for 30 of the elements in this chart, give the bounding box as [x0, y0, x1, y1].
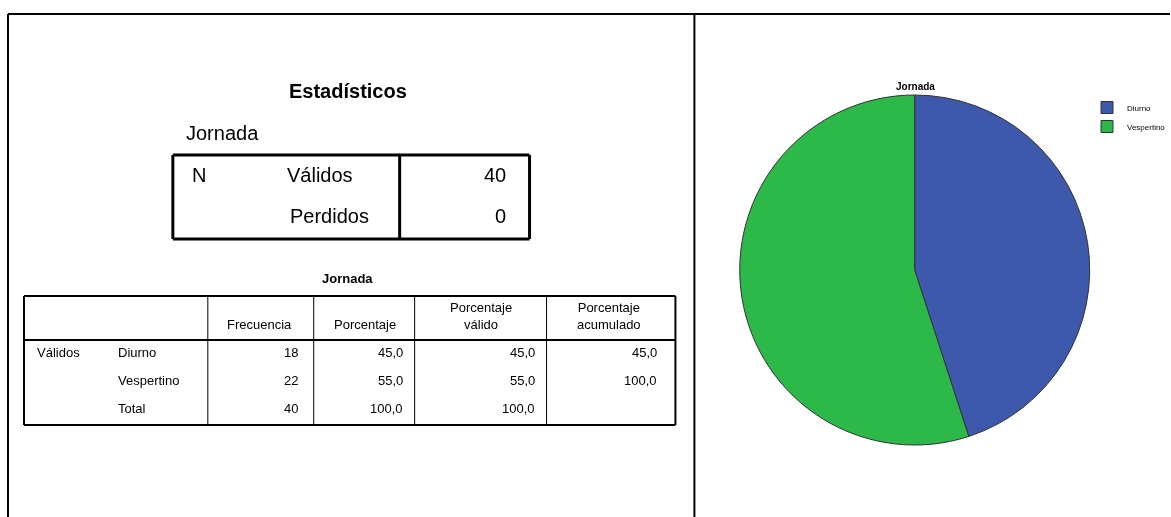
text: 22: [284, 373, 299, 388]
text: Estadísticos: [289, 80, 407, 102]
text: Porcentaje: [334, 317, 397, 332]
text: 55,0: [510, 373, 536, 388]
text: Diurno: [118, 345, 157, 360]
text: 100,0: [370, 401, 403, 416]
text: 100,0: [624, 373, 657, 388]
text: 18: [284, 345, 299, 360]
text: 45,0: [510, 345, 536, 360]
text: Porcentaje válido: [450, 300, 513, 332]
text: 55,0: [378, 373, 404, 388]
text: Válidos: [37, 345, 81, 360]
chart-title: Jornada: [896, 81, 936, 92]
text: Jornada: [322, 271, 374, 286]
text: Porcentaje acumulado: [577, 300, 641, 332]
text: 45,0: [632, 345, 658, 360]
text: Válidos: [287, 164, 353, 186]
text: 40: [484, 164, 507, 186]
text: Total: [118, 401, 146, 416]
legend-label: Vespertino: [1127, 122, 1166, 132]
text: Frecuencia: [227, 317, 293, 332]
text: 0: [495, 205, 507, 227]
text: 100,0: [502, 401, 535, 416]
legend-label: Diurno: [1127, 103, 1152, 113]
text: N: [192, 164, 207, 186]
text: Jornada: [186, 122, 260, 144]
text: 45,0: [378, 345, 404, 360]
text: 40: [284, 401, 299, 416]
text: Vespertino: [118, 373, 180, 388]
text: Perdidos: [290, 205, 369, 227]
